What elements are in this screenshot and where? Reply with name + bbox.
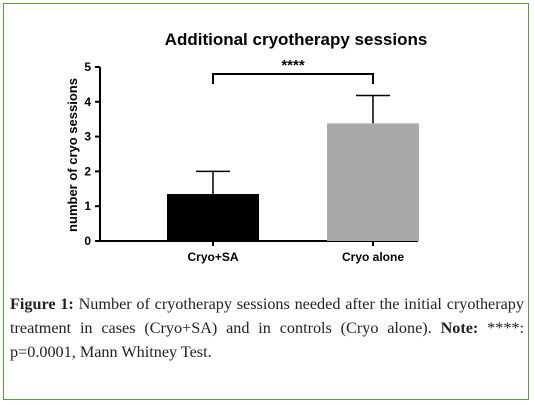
note-label: Note:: [440, 319, 479, 337]
caption-text: Number of cryotherapy sessions needed af…: [10, 295, 524, 337]
category-label: Cryo+SA: [187, 250, 238, 264]
y-tick-label: 4: [84, 95, 91, 109]
chart-title: Additional cryotherapy sessions: [165, 30, 428, 49]
category-label: Cryo alone: [342, 250, 404, 264]
figure-frame: [3, 3, 529, 400]
significance-stars: ****: [281, 57, 305, 74]
y-tick-label: 3: [84, 130, 91, 144]
bars: Cryo+SA Cryo alone: [167, 94, 419, 264]
y-tick-label: 0: [84, 234, 91, 248]
y-tick-label: 1: [84, 199, 91, 213]
figure-label: Figure 1:: [10, 295, 74, 313]
figure-caption: Figure 1: Number of cryotherapy sessions…: [10, 292, 524, 364]
y-tick-label: 5: [84, 60, 91, 74]
y-tick-label: 2: [84, 164, 91, 178]
y-axis-label: number of cryo sessions: [65, 78, 80, 232]
bar-2: [327, 123, 419, 241]
bracket-line: [212, 73, 374, 84]
bar-1: [167, 194, 259, 241]
bar-chart: Additional cryotherapy sessions number o…: [65, 30, 428, 264]
note-text: ****: p=0.0001, Mann Whitney Test.: [10, 319, 525, 361]
significance-bracket: ****: [212, 57, 374, 84]
